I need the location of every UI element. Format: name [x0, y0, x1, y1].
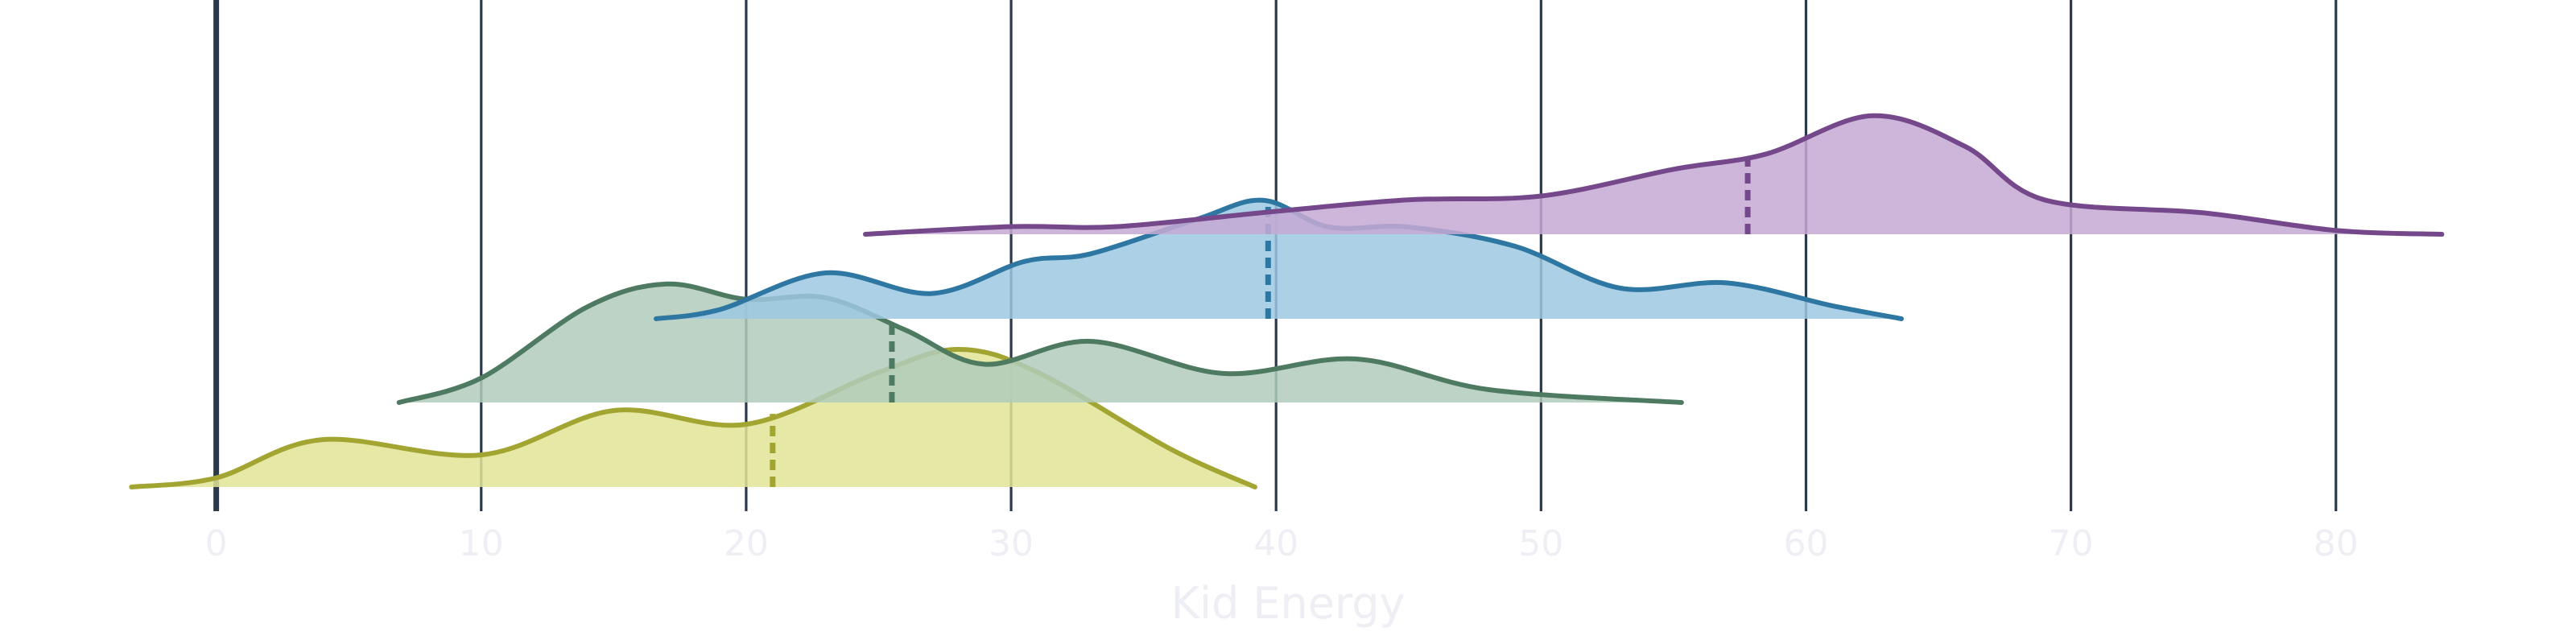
- x-tick-label: 40: [1253, 523, 1298, 564]
- x-tick-label: 10: [459, 523, 504, 564]
- ridge-area: [656, 200, 1901, 319]
- x-tick-label: 80: [2314, 523, 2359, 564]
- ridge-outline: [863, 113, 2445, 237]
- x-tick-label: 30: [989, 523, 1034, 564]
- ridge-layer: [129, 113, 2445, 489]
- ridge-outline: [396, 281, 1684, 405]
- x-tick-label: 50: [1518, 523, 1563, 564]
- x-tick-label: 60: [1783, 523, 1828, 564]
- ridge-series: [863, 113, 2445, 237]
- ridge-outline: [654, 197, 1904, 321]
- x-tick-label: 70: [2049, 523, 2094, 564]
- x-tick-label: 20: [724, 523, 769, 564]
- x-tick-label: 0: [205, 523, 228, 564]
- ridge-series: [654, 197, 1904, 321]
- x-axis-title: Kid Energy: [1171, 578, 1406, 629]
- tick-label-layer: 0 10 20 30 40 50 60 70 80: [205, 523, 2359, 564]
